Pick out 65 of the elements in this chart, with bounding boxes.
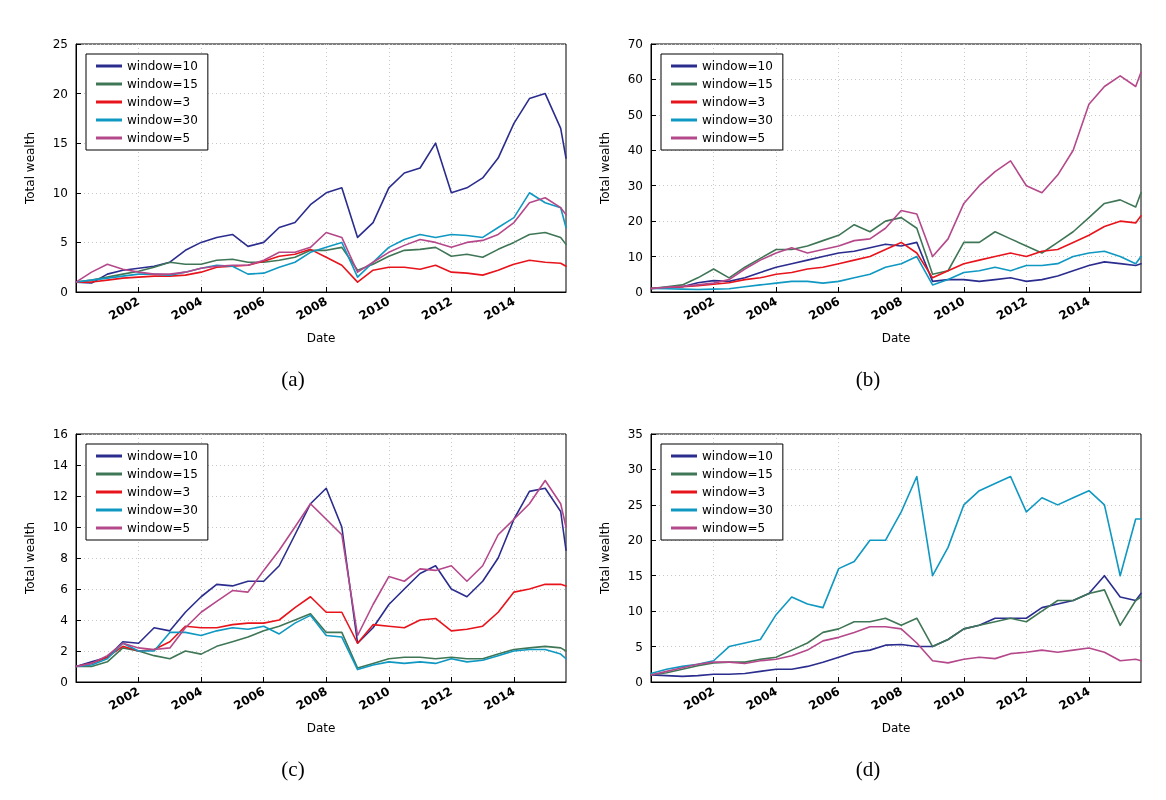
y-tick-label: 0: [635, 675, 643, 689]
y-tick-label: 8: [60, 551, 68, 565]
y-tick-label: 14: [52, 458, 68, 472]
y-tick-label: 0: [60, 675, 68, 689]
legend-label: window=10: [127, 59, 198, 73]
legend-label: window=30: [702, 113, 773, 127]
y-tick-label: 5: [635, 639, 643, 654]
legend-label: window=10: [702, 59, 773, 73]
y-tick-label: 6: [60, 582, 68, 596]
x-axis-title: Date: [881, 331, 911, 345]
legend-label: window=30: [127, 113, 198, 127]
legend-label: window=5: [127, 131, 191, 145]
y-tick-label: 4: [60, 613, 68, 627]
legend-label: window=3: [702, 95, 766, 109]
y-tick-label: 2: [60, 644, 68, 658]
y-tick-label: 30: [627, 178, 643, 193]
legend-label: window=30: [702, 503, 773, 517]
legend-label: window=5: [702, 131, 766, 145]
legend-label: window=15: [127, 467, 198, 481]
y-tick-label: 0: [60, 285, 68, 299]
legend-label: window=5: [127, 521, 191, 535]
y-tick-label: 15: [627, 568, 643, 583]
y-tick-label: 16: [52, 427, 68, 441]
y-tick-label: 20: [52, 86, 68, 101]
y-tick-label: 10: [52, 520, 68, 534]
y-tick-label: 25: [627, 497, 643, 512]
text: (a): [281, 366, 305, 391]
y-tick-label: 20: [627, 214, 643, 229]
y-axis-title: Total wealth: [598, 131, 612, 206]
legend-label: window=10: [702, 449, 773, 463]
y-tick-label: 10: [627, 604, 643, 619]
legend-label: window=15: [702, 77, 773, 91]
y-tick-label: 50: [627, 107, 643, 122]
y-axis-title: Total wealth: [598, 521, 612, 596]
text: (d): [855, 756, 881, 781]
legend-label: window=3: [702, 485, 766, 499]
legend-label: window=15: [127, 77, 198, 91]
text: (b): [855, 366, 881, 391]
y-tick-label: 40: [627, 143, 643, 158]
y-tick-label: 10: [52, 185, 68, 200]
x-axis-title: Date: [306, 721, 336, 735]
y-tick-label: 30: [627, 462, 643, 477]
legend-label: window=3: [127, 485, 191, 499]
y-tick-label: 20: [627, 533, 643, 548]
y-tick-label: 0: [635, 285, 643, 299]
y-tick-label: 5: [60, 235, 68, 250]
y-tick-label: 25: [52, 37, 68, 51]
legend-label: window=3: [127, 95, 191, 109]
legend-label: window=15: [702, 467, 773, 481]
x-axis-title: Date: [881, 721, 911, 735]
legend-label: window=10: [127, 449, 198, 463]
y-axis-title: Total wealth: [23, 521, 37, 596]
legend-label: window=30: [127, 503, 198, 517]
legend-label: window=5: [702, 521, 766, 535]
y-tick-label: 70: [627, 37, 643, 51]
y-tick-label: 10: [627, 249, 643, 264]
y-tick-label: 12: [52, 489, 68, 503]
y-tick-label: 60: [627, 72, 643, 87]
line-series: [650, 589, 1142, 676]
line-series: [650, 625, 1142, 676]
text: (c): [281, 756, 305, 781]
y-axis-title: Total wealth: [23, 131, 37, 206]
y-tick-label: 15: [52, 136, 68, 151]
x-axis-title: Date: [306, 331, 336, 345]
y-tick-label: 35: [627, 427, 643, 441]
